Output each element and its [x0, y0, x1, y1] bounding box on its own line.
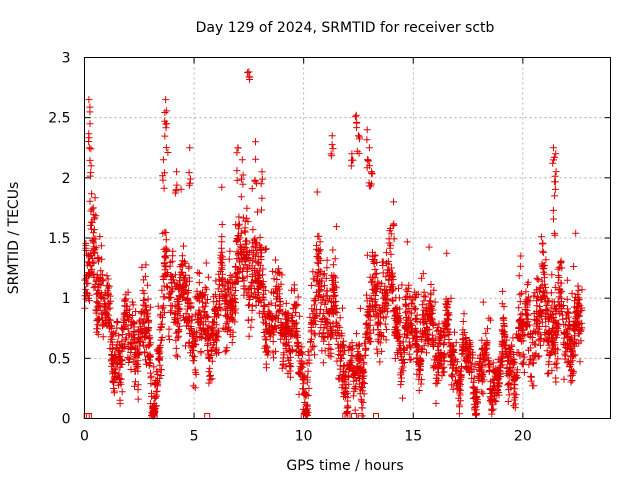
y-tick-label: 2.5 [48, 111, 70, 127]
y-tick-label: 3 [62, 51, 71, 67]
data-points [81, 68, 586, 420]
y-axis-label: SRMTID / TECUs [6, 182, 22, 295]
y-tick-label: 1.5 [48, 231, 70, 247]
x-axis-label: GPS time / hours [286, 458, 403, 474]
axis-ticks: 0 0.5 1 1.5 2 2.5 3 0 5 10 15 20 [48, 51, 611, 445]
x-tick-label: 10 [295, 429, 313, 445]
scatter-points [81, 68, 586, 420]
y-tick-label: 0 [62, 412, 71, 428]
plot-frame [84, 57, 611, 419]
y-tick-label: 0.5 [48, 351, 70, 367]
x-tick-label: 0 [80, 429, 89, 445]
x-tick-label: 15 [404, 429, 422, 445]
zero-markers [83, 413, 379, 419]
y-tick-label: 2 [62, 171, 71, 187]
x-tick-label: 20 [514, 429, 532, 445]
x-tick-label: 5 [190, 429, 199, 445]
y-tick-label: 1 [62, 291, 71, 307]
chart-title: Day 129 of 2024, SRMTID for receiver sct… [196, 20, 495, 36]
